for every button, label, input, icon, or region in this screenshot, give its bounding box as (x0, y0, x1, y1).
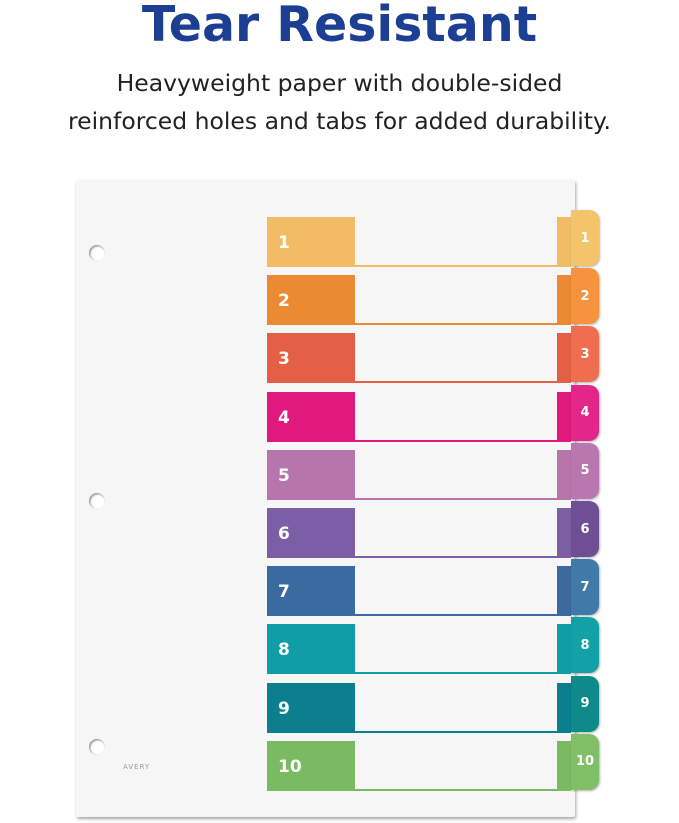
row-end-block (557, 275, 571, 326)
row-number-block: 5 (267, 449, 355, 500)
avery-logo: AVERY (123, 763, 151, 771)
row-number-block: 1 (267, 217, 355, 267)
row-number-block: 7 (267, 566, 355, 617)
row-end-block (557, 740, 571, 791)
tab-row: 7 (267, 566, 571, 617)
row-end-block (557, 566, 571, 617)
side-tab-4[interactable]: 4 (571, 384, 599, 441)
side-tab-3[interactable]: 3 (571, 326, 599, 383)
row-line (355, 439, 557, 442)
row-line (355, 672, 557, 675)
divider-sheet: AVERY 1 2 3 4 5 6 7 8 9 10 (76, 180, 575, 817)
tab-row: 9 (267, 682, 571, 733)
row-line (355, 614, 557, 617)
row-line (355, 556, 557, 558)
tab-row: 2 (267, 275, 571, 326)
row-number-block: 10 (267, 740, 355, 791)
tab-row: 8 (267, 624, 571, 675)
subtitle: Heavyweight paper with double-sided rein… (0, 64, 679, 140)
side-tab-6[interactable]: 6 (571, 501, 599, 557)
row-number-block: 9 (267, 682, 355, 733)
page-title: Tear Resistant (141, 0, 538, 53)
punch-hole (89, 493, 105, 509)
row-end-block (557, 682, 571, 733)
side-tab-9[interactable]: 9 (571, 675, 599, 732)
side-tab-10[interactable]: 10 (571, 733, 599, 790)
row-number-block: 2 (267, 275, 355, 326)
side-tab-1[interactable]: 1 (571, 210, 599, 266)
row-line (355, 788, 557, 791)
tab-row: 10 (267, 740, 571, 791)
row-end-block (557, 508, 571, 558)
row-number-block: 6 (267, 508, 355, 558)
row-line (355, 265, 557, 267)
row-line (355, 497, 557, 500)
tab-row: 5 (267, 449, 571, 500)
tab-row: 4 (267, 391, 571, 442)
tab-row: 3 (267, 333, 571, 384)
punch-hole (89, 739, 105, 755)
row-end-block (557, 449, 571, 500)
row-number-block: 8 (267, 624, 355, 675)
subtitle-line-1: Heavyweight paper with double-sided (116, 69, 563, 97)
row-line (355, 730, 557, 733)
tab-row: 6 (267, 508, 571, 558)
side-tab-7[interactable]: 7 (571, 559, 599, 616)
subtitle-line-2: reinforced holes and tabs for added dura… (68, 107, 611, 135)
row-number-block: 3 (267, 333, 355, 384)
tab-row: 1 (267, 217, 571, 267)
side-tab-2[interactable]: 2 (571, 268, 599, 325)
row-end-block (557, 333, 571, 384)
row-end-block (557, 624, 571, 675)
row-number-block: 4 (267, 391, 355, 442)
row-line (355, 323, 557, 326)
punch-hole (89, 245, 105, 261)
row-end-block (557, 217, 571, 267)
side-tab-5[interactable]: 5 (571, 442, 599, 499)
row-end-block (557, 391, 571, 442)
side-tab-8[interactable]: 8 (571, 617, 599, 674)
row-line (355, 381, 557, 384)
